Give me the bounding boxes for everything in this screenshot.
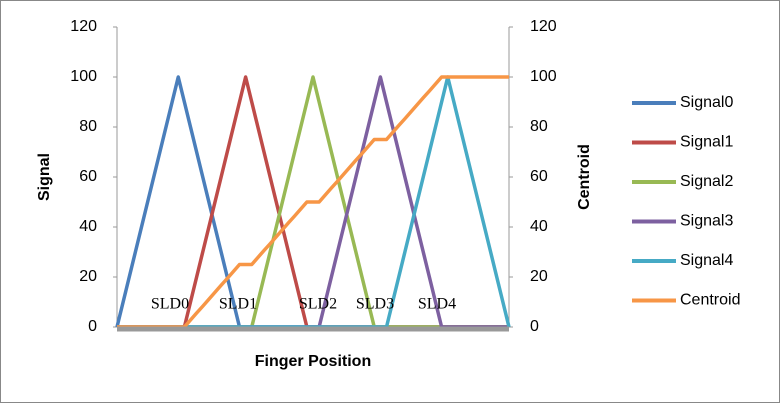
annotation: SLD1 [219, 296, 257, 313]
annotation: SLD2 [299, 296, 337, 313]
y-tick-label: 80 [79, 118, 97, 135]
annotation: SLD4 [418, 296, 456, 313]
legend-label: Signal4 [680, 252, 733, 269]
legend-label: Signal1 [680, 134, 733, 151]
annotation: SLD3 [356, 296, 394, 313]
legend-label: Signal0 [680, 94, 733, 111]
y2-tick-label: 20 [530, 268, 548, 285]
y-tick-label: 0 [88, 318, 97, 335]
legend-label: Signal2 [680, 173, 733, 190]
y-tick-label: 20 [79, 268, 97, 285]
y-tick-label: 120 [70, 18, 97, 35]
y2-tick-label: 0 [530, 318, 539, 335]
legend-label: Centroid [680, 292, 740, 309]
y-tick-label: 60 [79, 168, 97, 185]
y2-tick-label: 80 [530, 118, 548, 135]
y2-tick-label: 120 [530, 18, 557, 35]
y2-axis-title: Centroid [576, 144, 593, 210]
x-axis-title: Finger Position [255, 353, 371, 370]
y2-tick-label: 60 [530, 168, 548, 185]
y2-tick-label: 100 [530, 68, 557, 85]
y2-tick-label: 40 [530, 218, 548, 235]
y-tick-label: 40 [79, 218, 97, 235]
legend-label: Signal3 [680, 213, 733, 230]
annotation: SLD0 [151, 296, 189, 313]
y-axis-title: Signal [36, 153, 53, 201]
y-tick-label: 100 [70, 68, 97, 85]
